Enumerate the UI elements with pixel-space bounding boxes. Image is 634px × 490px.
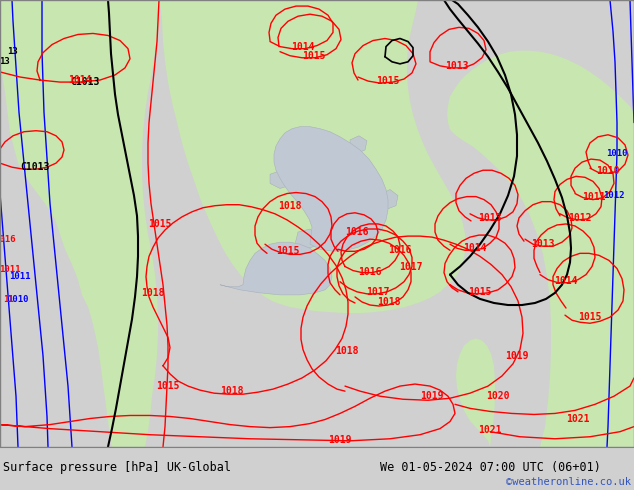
Text: 1013: 1013 [478,213,501,223]
Polygon shape [274,127,388,251]
Text: 1020: 1020 [486,391,510,401]
Text: 1015: 1015 [376,76,400,86]
Polygon shape [30,60,60,94]
Text: Surface pressure [hPa] UK-Global: Surface pressure [hPa] UK-Global [3,461,231,474]
Text: 1016: 1016 [358,267,382,276]
Text: 1011: 1011 [582,192,605,201]
Text: C1013: C1013 [70,77,100,87]
Text: 1018: 1018 [335,345,359,356]
Text: 1011: 1011 [0,265,21,274]
Text: 1015: 1015 [578,312,602,322]
Text: 1014: 1014 [554,276,578,286]
Text: 1018: 1018 [377,297,401,307]
Text: 1010: 1010 [596,166,620,176]
Polygon shape [340,210,362,229]
Polygon shape [447,50,634,447]
Text: 1013: 1013 [445,61,469,71]
Text: 1012: 1012 [603,191,624,200]
Text: 1010: 1010 [606,148,628,157]
Text: 1018: 1018 [220,386,243,396]
Text: 1014: 1014 [291,42,314,51]
Text: 1013: 1013 [531,239,555,249]
Text: C1013: C1013 [20,162,49,172]
Polygon shape [380,190,398,209]
Text: 1010: 1010 [7,295,29,304]
Polygon shape [456,339,495,447]
Text: 1017: 1017 [366,287,390,297]
Text: 1014: 1014 [463,243,487,253]
Text: 1021: 1021 [478,425,501,435]
Text: 1019: 1019 [328,435,352,445]
Text: 1018: 1018 [278,201,302,211]
Text: ©weatheronline.co.uk: ©weatheronline.co.uk [506,477,631,487]
Text: 1015: 1015 [302,51,326,61]
Text: 13: 13 [8,47,18,56]
Text: 1012: 1012 [568,213,592,223]
Text: 1014: 1014 [68,75,92,85]
Text: 1021: 1021 [566,414,590,423]
Text: 1016: 1016 [388,245,411,255]
Text: 1017: 1017 [399,262,423,271]
Polygon shape [270,169,292,189]
Text: 1019: 1019 [505,351,529,361]
Polygon shape [350,136,367,153]
Polygon shape [160,0,466,313]
Text: We 01-05-2024 07:00 UTC (06+01): We 01-05-2024 07:00 UTC (06+01) [380,461,601,474]
Text: 1015: 1015 [469,287,492,297]
Text: 1015: 1015 [156,381,180,391]
Text: 1019: 1019 [420,391,444,401]
Polygon shape [0,0,161,447]
Polygon shape [295,229,318,249]
Text: 1015: 1015 [276,246,300,256]
Text: 11: 11 [3,295,13,304]
Text: 1011: 1011 [10,272,31,281]
Text: 1018: 1018 [141,288,165,298]
Text: 13: 13 [0,57,10,66]
Polygon shape [310,150,328,167]
Polygon shape [220,242,332,295]
Polygon shape [18,124,52,158]
Text: 1016: 1016 [346,227,369,237]
Text: 1016: 1016 [0,235,16,244]
Text: 1015: 1015 [148,219,172,229]
